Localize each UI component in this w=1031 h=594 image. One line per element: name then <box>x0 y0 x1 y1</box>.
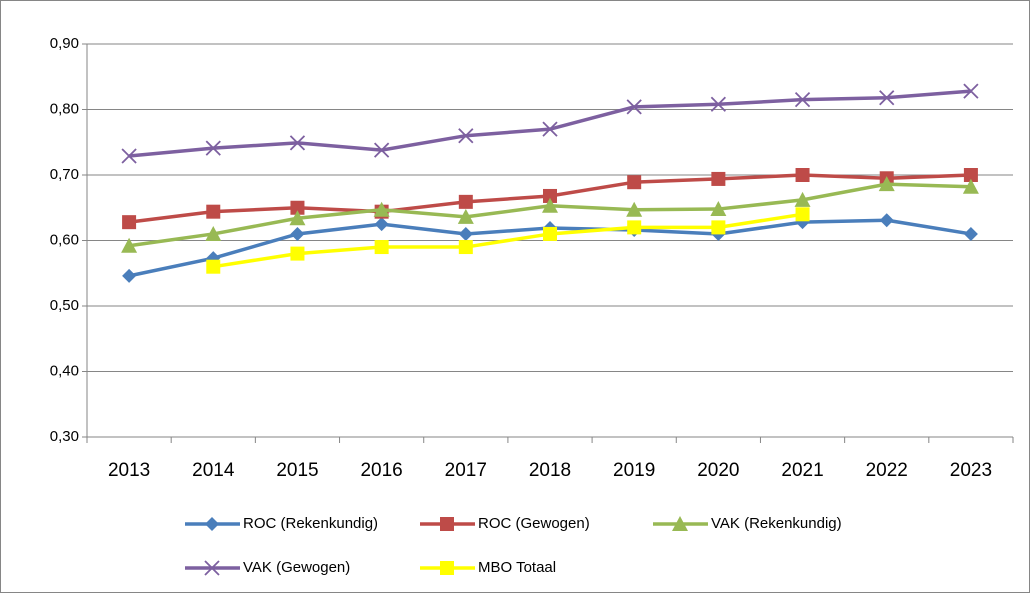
marker <box>626 201 643 217</box>
marker <box>374 217 389 232</box>
series-line <box>213 212 803 269</box>
marker <box>542 197 558 213</box>
marker <box>122 268 137 283</box>
marker <box>627 220 642 235</box>
marker <box>289 210 306 226</box>
y-tick-label: 0,30 <box>50 428 79 445</box>
marker <box>542 121 558 137</box>
marker <box>879 90 895 106</box>
marker <box>206 204 221 219</box>
x-tick-label: 2019 <box>613 460 655 481</box>
marker <box>289 135 306 151</box>
marker <box>373 142 390 158</box>
marker <box>206 259 221 274</box>
marker <box>794 191 811 207</box>
marker <box>627 175 642 190</box>
marker <box>878 176 895 192</box>
marker <box>373 201 390 217</box>
marker <box>122 215 137 230</box>
marker <box>710 96 727 112</box>
marker <box>458 194 473 209</box>
legend-label: MBO Totaal <box>478 559 556 576</box>
legend-marker <box>204 560 220 576</box>
y-tick-label: 0,90 <box>50 35 79 52</box>
marker <box>290 246 305 261</box>
marker <box>711 220 726 235</box>
marker <box>290 200 305 215</box>
marker <box>290 226 305 241</box>
x-tick-label: 2016 <box>360 460 402 481</box>
marker <box>963 226 978 241</box>
legend-label: ROC (Gewogen) <box>478 515 590 532</box>
marker <box>543 188 557 203</box>
x-tick-label: 2013 <box>108 460 150 481</box>
x-tick-label: 2015 <box>276 460 318 481</box>
marker <box>711 171 726 186</box>
marker <box>710 201 727 217</box>
x-tick-label: 2021 <box>781 460 823 481</box>
y-tick-label: 0,80 <box>50 100 79 117</box>
x-tick-label: 2018 <box>529 460 571 481</box>
marker <box>121 148 137 164</box>
x-tick-label: 2022 <box>866 460 908 481</box>
marker <box>795 207 810 222</box>
x-tick-label: 2020 <box>697 460 739 481</box>
marker <box>963 168 978 182</box>
marker <box>374 240 389 255</box>
marker <box>458 128 474 144</box>
legend-marker <box>672 516 688 531</box>
marker <box>458 226 473 241</box>
marker <box>879 213 894 228</box>
y-tick-label: 0,70 <box>50 166 79 183</box>
marker <box>457 208 474 224</box>
marker <box>626 99 642 115</box>
legend-label: VAK (Rekenkundig) <box>711 515 842 532</box>
marker <box>458 240 473 255</box>
marker <box>121 237 138 253</box>
legend-label: ROC (Rekenkundig) <box>243 515 378 532</box>
legend-marker <box>440 561 454 575</box>
marker <box>543 226 557 241</box>
marker <box>795 168 810 182</box>
x-tick-label: 2017 <box>445 460 487 481</box>
marker <box>794 92 811 108</box>
y-tick-label: 0,60 <box>50 231 79 248</box>
marker <box>962 178 979 194</box>
x-tick-label: 2023 <box>950 460 992 481</box>
y-tick-label: 0,40 <box>50 362 79 379</box>
marker <box>205 140 221 156</box>
legend-marker <box>205 517 219 531</box>
legend-marker <box>440 517 454 531</box>
marker <box>205 225 222 241</box>
marker <box>963 83 979 99</box>
x-tick-label: 2014 <box>192 460 235 481</box>
legend-label: VAK (Gewogen) <box>243 559 350 576</box>
y-tick-label: 0,50 <box>50 297 79 314</box>
